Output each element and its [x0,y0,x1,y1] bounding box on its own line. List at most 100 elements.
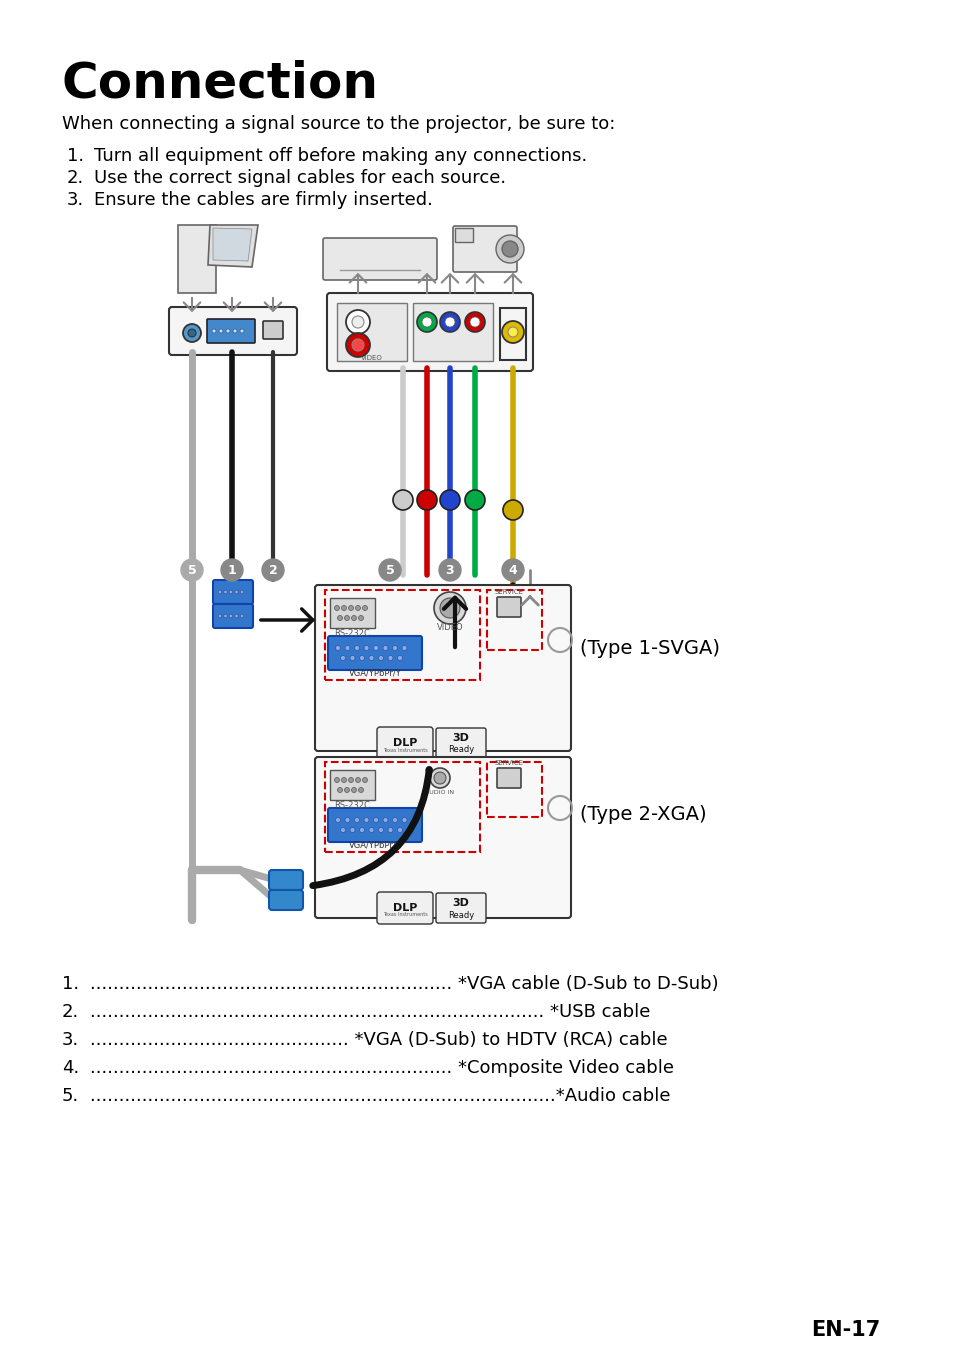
Circle shape [362,777,367,783]
Circle shape [378,656,383,661]
Circle shape [229,591,233,594]
Circle shape [355,606,360,611]
Circle shape [388,827,393,833]
Circle shape [351,615,356,621]
Circle shape [341,606,346,611]
Circle shape [344,787,349,792]
Text: 3.: 3. [62,1032,79,1049]
Text: RS-232C: RS-232C [334,800,370,810]
Circle shape [416,312,436,333]
Text: Turn all equipment off before making any connections.: Turn all equipment off before making any… [94,147,587,165]
Circle shape [337,615,342,621]
Circle shape [439,312,459,333]
Text: 5: 5 [385,564,394,576]
Text: ............................................. *VGA (D-Sub) to HDTV (RCA) cable: ........................................… [90,1032,667,1049]
Circle shape [388,656,393,661]
FancyBboxPatch shape [213,580,253,604]
Text: SERVICE: SERVICE [494,760,523,767]
Circle shape [382,645,388,650]
FancyBboxPatch shape [269,890,303,910]
Circle shape [218,614,221,618]
Bar [325,589,479,680]
Circle shape [470,316,479,327]
Circle shape [358,615,363,621]
Text: VIDEO: VIDEO [436,623,463,633]
Text: Use the correct signal cables for each source.: Use the correct signal cables for each s… [94,169,506,187]
Text: Connection: Connection [62,59,378,108]
Circle shape [355,818,359,822]
FancyBboxPatch shape [376,727,433,758]
Circle shape [401,818,407,822]
Bar [330,598,375,627]
Text: VGA/YPbPr/Y: VGA/YPbPr/Y [348,841,401,849]
FancyBboxPatch shape [327,293,533,370]
Circle shape [350,827,355,833]
Circle shape [183,324,201,342]
FancyBboxPatch shape [169,307,296,356]
Bar [486,763,541,817]
FancyBboxPatch shape [436,894,485,923]
Text: When connecting a signal source to the projector, be sure to:: When connecting a signal source to the p… [62,115,615,132]
Circle shape [355,777,360,783]
FancyArrowPatch shape [313,769,429,886]
Text: DLP: DLP [393,903,416,913]
Text: AUDIO IN: AUDIO IN [425,790,454,795]
Circle shape [416,489,436,510]
Circle shape [392,818,397,822]
Circle shape [341,777,346,783]
Circle shape [234,591,238,594]
Bar [325,763,479,852]
FancyBboxPatch shape [263,320,283,339]
Text: ................................................................................: ........................................… [90,1087,670,1105]
Circle shape [369,827,374,833]
Text: 1.: 1. [67,147,84,165]
Text: SERVICE: SERVICE [494,589,523,595]
FancyBboxPatch shape [269,869,303,890]
Circle shape [352,316,364,329]
Circle shape [218,591,221,594]
FancyBboxPatch shape [207,319,254,343]
Text: RS-232C: RS-232C [334,629,370,638]
Text: Texas Instruments: Texas Instruments [382,913,427,918]
Circle shape [233,329,236,333]
FancyBboxPatch shape [213,604,253,627]
Bar [413,303,493,361]
Circle shape [240,329,244,333]
Polygon shape [213,228,252,261]
Circle shape [393,489,413,510]
Text: 2.: 2. [67,169,84,187]
Circle shape [240,614,244,618]
Text: ............................................................................... : ........................................… [90,1003,650,1021]
Text: 1: 1 [228,564,236,576]
Circle shape [350,656,355,661]
Circle shape [464,312,484,333]
Bar [486,589,541,650]
Circle shape [229,614,233,618]
FancyBboxPatch shape [323,238,436,280]
Circle shape [501,320,523,343]
Text: VGA/YPbPr/Y: VGA/YPbPr/Y [348,668,401,677]
Circle shape [335,606,339,611]
Circle shape [223,614,227,618]
Circle shape [369,656,374,661]
Circle shape [234,614,238,618]
Circle shape [345,818,350,822]
Circle shape [359,656,364,661]
Text: 4.: 4. [62,1059,79,1078]
Circle shape [346,333,370,357]
Circle shape [374,818,378,822]
Circle shape [507,327,517,337]
FancyBboxPatch shape [314,757,571,918]
Circle shape [221,558,243,581]
Circle shape [212,329,215,333]
Circle shape [501,558,523,581]
Polygon shape [208,224,257,266]
Bar [499,308,525,360]
Text: 5.: 5. [62,1087,79,1105]
Circle shape [434,772,446,784]
Circle shape [240,591,244,594]
Circle shape [397,656,402,661]
Circle shape [351,787,356,792]
Bar [336,303,407,361]
Circle shape [378,827,383,833]
